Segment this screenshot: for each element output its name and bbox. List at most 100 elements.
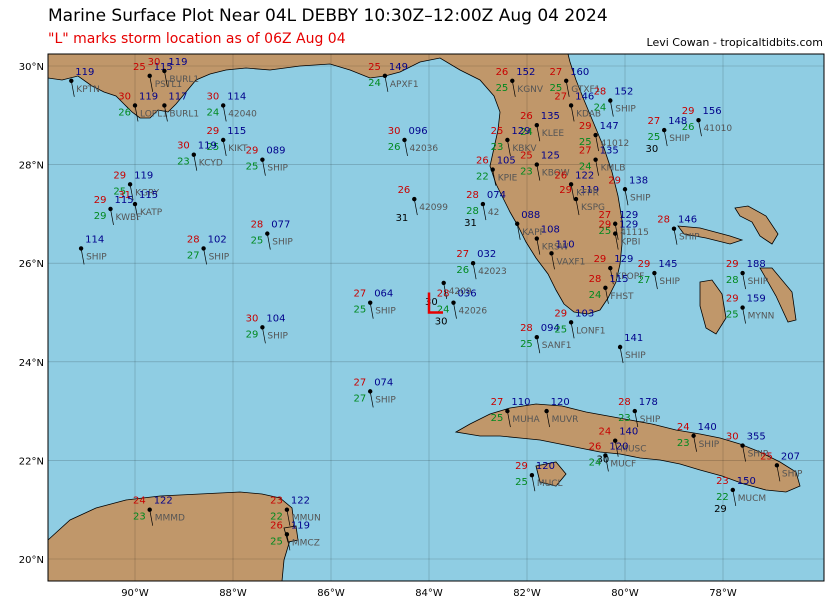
pressure-label: 119 — [580, 185, 599, 196]
station-id-label: VAXF1 — [557, 257, 586, 267]
lat-tick-label: 22°N — [19, 456, 44, 467]
station-dot — [593, 157, 598, 162]
dewpoint-label: 29 — [94, 211, 107, 222]
temperature-label: 28 — [594, 87, 607, 98]
dewpoint-label: 24 — [368, 78, 381, 89]
temperature-label: 27 — [579, 146, 592, 157]
dewpoint-label: 24 — [437, 305, 450, 316]
buoy-value-label: 31 — [396, 213, 409, 224]
station-mynn: 29 25 159 MYNN — [726, 294, 774, 324]
pressure-label: 105 — [497, 156, 516, 167]
pressure-label: 140 — [619, 427, 638, 438]
lon-tick-label: 78°W — [709, 588, 737, 599]
wind-barb — [164, 70, 168, 87]
lat-tick-label: 26°N — [19, 259, 44, 270]
dewpoint-label: 24 — [589, 290, 602, 301]
station-id-label: 41012 — [601, 139, 630, 149]
temperature-label: 29 — [608, 175, 621, 186]
pressure-label: 178 — [639, 397, 658, 408]
station-apxf1: 25 24 149 APXF1 — [368, 62, 419, 92]
station-kspg: 29 119 KSPG — [559, 185, 605, 216]
station-id-label: KGNV — [517, 85, 544, 95]
station-dot — [480, 201, 486, 207]
pressure-label: 141 — [624, 333, 643, 344]
dewpoint-label: 25 — [579, 137, 592, 148]
temperature-label: 29 — [579, 121, 592, 132]
station-dot — [505, 137, 510, 143]
station-id-label: KSPG — [581, 203, 605, 213]
temperature-label: 29 — [246, 146, 259, 157]
station-dot — [603, 453, 608, 458]
station-id-label: SHIP — [209, 252, 230, 262]
wind-barb — [149, 75, 154, 92]
station-id-label: SHIP — [748, 277, 769, 287]
dewpoint-label: 24 — [579, 162, 592, 173]
station-id-label: MYNN — [748, 312, 775, 322]
land-isla-juventud — [535, 461, 567, 487]
station-ship: 30 355 SHIP — [726, 432, 769, 462]
pressure-label: 119 — [75, 67, 94, 78]
pressure-label: 135 — [600, 146, 619, 157]
station-dot — [510, 78, 515, 83]
station-dot — [221, 103, 226, 108]
station-dot — [568, 103, 574, 108]
temperature-label: 28 — [466, 190, 479, 201]
wind-barb — [595, 134, 599, 152]
station-42026: 28 24 036 30 42026 — [435, 289, 488, 328]
wind-barb — [164, 105, 168, 122]
wind-barb — [624, 189, 629, 206]
buoy-value-label: 30 — [596, 455, 609, 466]
station-42: 28 28 074 31 42 — [464, 190, 506, 229]
pressure-label: 138 — [629, 175, 648, 186]
station-ship: 114 SHIP — [78, 234, 107, 265]
pressure-label: 119 — [134, 170, 153, 181]
pressure-label: 120 — [609, 441, 628, 452]
pressure-label: 148 — [668, 116, 687, 127]
credit-text: Levi Cowan - tropicaltidbits.com — [646, 36, 823, 49]
station-dot — [617, 344, 623, 350]
station-dot — [593, 132, 598, 138]
station-id-label: SHIP — [782, 469, 803, 479]
station-id-label: GTXF1 — [571, 85, 600, 95]
dewpoint-label: 27 — [638, 275, 651, 286]
dewpoint-label: 24 — [589, 457, 602, 468]
station-kgry: 29 25 119 KGRY — [113, 170, 160, 201]
station-dot — [740, 443, 745, 448]
station-pstl1: 25 115 PSTL1 — [133, 62, 182, 92]
station-id-label: KWBF — [116, 213, 142, 223]
station-id-label: 41115 — [620, 228, 649, 238]
dewpoint-label: 24 — [206, 107, 219, 118]
temperature-label: 27 — [598, 210, 611, 221]
temperature-label: 28 — [618, 397, 631, 408]
pressure-label: 089 — [266, 146, 285, 157]
station-42099: 26 31 42099 — [396, 185, 449, 224]
wind-barb — [742, 445, 746, 462]
station-kapf: 088 KAPF — [515, 210, 545, 240]
station-ship: 29 25 089 SHIP — [246, 146, 289, 176]
wind-barb — [149, 509, 154, 526]
temperature-label: 27 — [491, 397, 504, 408]
dewpoint-label: 25 — [251, 236, 264, 247]
station-kwbf: 29 29 115 KWBF — [94, 195, 142, 226]
station-dot — [632, 408, 637, 414]
station-id-label: SHIP — [272, 238, 293, 248]
wind-barb — [384, 75, 389, 92]
storm-marker — [427, 292, 443, 314]
station-dot — [78, 246, 84, 251]
station-kfpr: 26 122 KFPR — [554, 170, 599, 201]
lat-tick-label: 20°N — [19, 555, 44, 566]
station-id-label: SHIP — [630, 193, 651, 203]
map-subtitle: "L" marks storm location as of 06Z Aug 0… — [48, 31, 346, 47]
pressure-label: 156 — [703, 106, 722, 117]
lon-tick-label: 80°W — [611, 588, 639, 599]
station-dot — [652, 270, 657, 276]
station-dot — [470, 261, 476, 266]
station-gtxf1: 27 25 160 GTXF1 — [549, 67, 600, 97]
wind-barb — [609, 100, 614, 117]
station-id-label: BURL1 — [169, 109, 199, 119]
pressure-label: 114 — [85, 234, 104, 245]
wind-barb — [536, 337, 541, 354]
pressure-label: 120 — [551, 397, 570, 408]
station-id-label: KATP — [140, 208, 163, 218]
